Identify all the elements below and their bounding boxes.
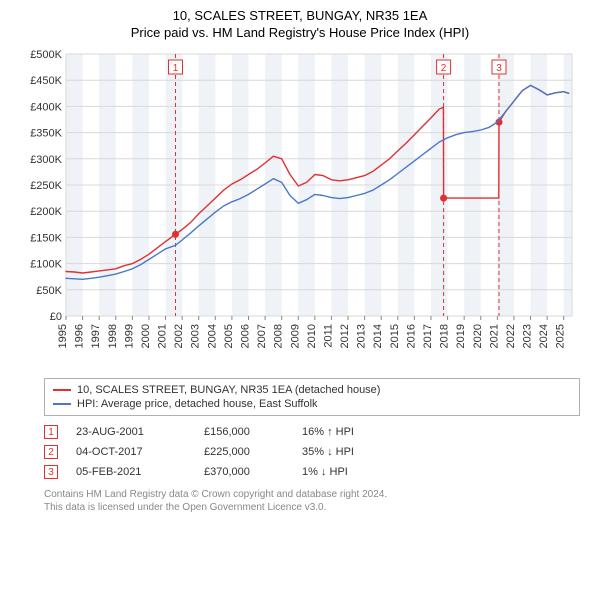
x-tick-label: 2022	[505, 324, 517, 348]
x-tick-label: 2011	[322, 324, 334, 348]
x-tick-label: 2012	[339, 324, 351, 348]
x-tick-label: 2025	[555, 324, 567, 348]
x-tick-label: 2006	[239, 324, 251, 348]
legend-item: 10, SCALES STREET, BUNGAY, NR35 1EA (det…	[53, 383, 571, 397]
y-tick-label: £0	[50, 311, 62, 323]
x-tick-label: 2013	[356, 324, 368, 348]
y-tick-label: £200K	[30, 206, 62, 218]
y-tick-label: £500K	[30, 49, 62, 61]
x-tick-label: 2015	[389, 324, 401, 348]
x-tick-label: 2021	[488, 324, 500, 348]
x-tick-label: 2009	[289, 324, 301, 348]
event-price: £156,000	[204, 426, 284, 438]
footer-attribution: Contains HM Land Registry data © Crown c…	[44, 488, 580, 514]
event-marker-box: 1	[44, 425, 58, 439]
legend-label: HPI: Average price, detached house, East…	[77, 398, 318, 410]
x-tick-label: 1996	[74, 324, 86, 348]
events-list: 1 23-AUG-2001 £156,000 16% ↑ HPI 2 04-OCT-201…	[44, 422, 580, 482]
event-marker-label: 1	[173, 63, 179, 74]
x-tick-label: 1999	[123, 324, 135, 348]
event-hpi-diff: 16% ↑ HPI	[302, 426, 382, 438]
chart-area: £0 £50K £100K £150K £200K £250K £300K £350K £400…	[20, 46, 580, 366]
line-chart-svg: £0 £50K £100K £150K £200K £250K £300K £350K £400…	[20, 46, 580, 366]
legend-label: 10, SCALES STREET, BUNGAY, NR35 1EA (det…	[77, 384, 380, 396]
footer-line-2: This data is licensed under the Open Gov…	[44, 501, 580, 514]
legend: 10, SCALES STREET, BUNGAY, NR35 1EA (det…	[44, 378, 580, 416]
event-hpi-diff: 1% ↓ HPI	[302, 466, 382, 478]
x-tick-label: 2008	[273, 324, 285, 348]
x-tick-label: 2023	[522, 324, 534, 348]
event-date: 23-AUG-2001	[76, 426, 186, 438]
event-date: 04-OCT-2017	[76, 446, 186, 458]
event-date: 05-FEB-2021	[76, 466, 186, 478]
x-tick-label: 2019	[455, 324, 467, 348]
x-tick-label: 2017	[422, 324, 434, 348]
x-tick-label: 2010	[306, 324, 318, 348]
event-row: 3 05-FEB-2021 £370,000 1% ↓ HPI	[44, 462, 580, 482]
x-tick-label: 2004	[206, 324, 218, 348]
event-marker-box: 2	[44, 445, 58, 459]
y-tick-label: £50K	[36, 285, 62, 297]
event-marker-box: 3	[44, 465, 58, 479]
x-tick-label: 2000	[140, 324, 152, 348]
event-price: £225,000	[204, 446, 284, 458]
x-tick-label: 2018	[439, 324, 451, 348]
x-tick-label: 2005	[223, 324, 235, 348]
legend-swatch	[53, 389, 71, 391]
y-tick-label: £300K	[30, 154, 62, 166]
x-tick-label: 2007	[256, 324, 268, 348]
titles: 10, SCALES STREET, BUNGAY, NR35 1EA Pric…	[0, 0, 600, 40]
y-tick-label: £400K	[30, 101, 62, 113]
legend-swatch	[53, 403, 71, 405]
x-tick-label: 2001	[157, 324, 169, 348]
x-tick-label: 2002	[173, 324, 185, 348]
x-tick-label: 2014	[372, 324, 384, 348]
y-tick-label: £150K	[30, 232, 62, 244]
x-tick-label: 1997	[90, 324, 102, 348]
chart-container: 10, SCALES STREET, BUNGAY, NR35 1EA Pric…	[0, 0, 600, 590]
x-tick-label: 2024	[538, 324, 550, 348]
footer-line-1: Contains HM Land Registry data © Crown c…	[44, 488, 580, 501]
legend-item: HPI: Average price, detached house, East…	[53, 397, 571, 411]
x-tick-label: 2003	[190, 324, 202, 348]
chart-title: 10, SCALES STREET, BUNGAY, NR35 1EA	[0, 8, 600, 23]
y-tick-label: £250K	[30, 180, 62, 192]
x-tick-label: 2016	[405, 324, 417, 348]
event-marker-label: 2	[441, 63, 447, 74]
event-marker-label: 3	[496, 63, 502, 74]
x-tick-label: 2020	[472, 324, 484, 348]
event-row: 2 04-OCT-2017 £225,000 35% ↓ HPI	[44, 442, 580, 462]
event-hpi-diff: 35% ↓ HPI	[302, 446, 382, 458]
y-tick-label: £100K	[30, 259, 62, 271]
x-tick-label: 1995	[57, 324, 69, 348]
chart-subtitle: Price paid vs. HM Land Registry's House …	[0, 25, 600, 40]
y-tick-label: £350K	[30, 128, 62, 140]
x-tick-label: 1998	[107, 324, 119, 348]
event-price: £370,000	[204, 466, 284, 478]
y-tick-label: £450K	[30, 75, 62, 87]
event-row: 1 23-AUG-2001 £156,000 16% ↑ HPI	[44, 422, 580, 442]
